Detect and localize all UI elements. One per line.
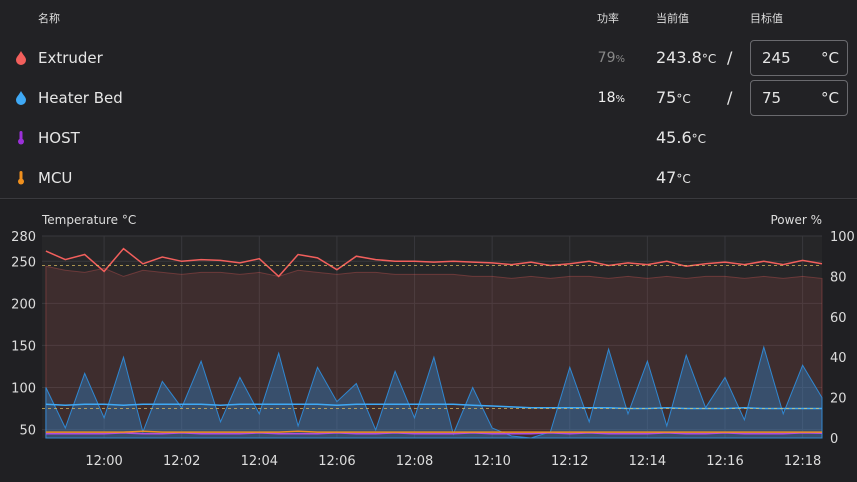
y2-tick-label: 80 xyxy=(830,270,847,285)
current-unit: °C xyxy=(676,92,691,106)
y-tick-label: 150 xyxy=(11,339,36,354)
y-axis-label: Temperature °C xyxy=(41,213,136,227)
current-value: 47 xyxy=(656,168,677,187)
x-tick-label: 12:06 xyxy=(318,454,355,469)
target-input[interactable]: 245 °C xyxy=(750,40,848,76)
header-cell: 名称 xyxy=(38,12,60,25)
table-row: Extruder 79% 243.8°C/245 °C xyxy=(0,38,857,79)
power-area xyxy=(45,345,823,439)
current-value: 243.8 xyxy=(656,48,702,67)
y-tick-label: 100 xyxy=(11,382,36,397)
sensor-name: Extruder xyxy=(38,49,103,67)
x-tick-label: 12:02 xyxy=(163,454,200,469)
x-tick-label: 12:00 xyxy=(85,454,122,469)
table-row: MCU 47°C xyxy=(0,158,857,199)
power: 79% xyxy=(598,38,625,80)
x-tick-label: 12:08 xyxy=(396,454,433,469)
current-value: 45.6 xyxy=(656,128,692,147)
target-value: 75 xyxy=(762,89,782,107)
sensor-icon xyxy=(18,131,24,145)
header-cell: 当前值 xyxy=(656,12,689,25)
x-tick-label: 12:16 xyxy=(706,454,743,469)
y-tick-label: 250 xyxy=(11,255,36,270)
y2-axis-label: Power % xyxy=(771,213,823,227)
y2-tick-label: 40 xyxy=(830,351,847,366)
current-value: 75 xyxy=(656,88,677,107)
target-unit: °C xyxy=(821,89,839,107)
x-tick-label: 12:04 xyxy=(241,454,278,469)
y2-tick-label: 60 xyxy=(830,311,847,326)
current: 75°C xyxy=(656,78,691,119)
sensor-name: HOST xyxy=(38,129,80,147)
power-value: 18 xyxy=(597,90,616,106)
target-value: 245 xyxy=(762,49,791,67)
power-unit: % xyxy=(615,54,625,65)
current-unit: °C xyxy=(691,132,707,146)
table-header: 名称 功率 当前值 目标值 xyxy=(0,0,857,39)
target-unit: °C xyxy=(821,49,839,67)
sensor-icon xyxy=(18,171,24,185)
x-tick-label: 12:10 xyxy=(473,454,510,469)
x-tick-label: 12:14 xyxy=(629,454,666,469)
table-row: Heater Bed 18% 75°C/75 °C xyxy=(0,78,857,119)
x-tick-label: 12:18 xyxy=(784,454,821,469)
header-cell: 目标值 xyxy=(750,12,783,25)
x-tick-label: 12:12 xyxy=(551,454,588,469)
y-tick-label: 200 xyxy=(11,297,36,312)
current: 47°C xyxy=(656,158,691,199)
power-value: 79 xyxy=(597,50,616,66)
y-tick-label: 280 xyxy=(11,230,36,245)
current: 243.8°C xyxy=(656,38,716,79)
separator: / xyxy=(727,88,733,107)
table-row: HOST 45.6°C xyxy=(0,118,857,159)
y-tick-label: 50 xyxy=(19,424,36,439)
temperature-line xyxy=(45,432,823,435)
sensor-icon xyxy=(16,91,26,105)
current-unit: °C xyxy=(676,172,691,186)
y2-tick-label: 0 xyxy=(830,432,838,447)
separator: / xyxy=(727,48,733,67)
sensor-name: Heater Bed xyxy=(38,89,123,107)
sensor-icon xyxy=(16,51,26,65)
y2-tick-label: 100 xyxy=(830,230,855,245)
y2-tick-label: 20 xyxy=(830,392,847,407)
current: 45.6°C xyxy=(656,118,706,159)
power: 18% xyxy=(598,78,625,120)
sensor-name: MCU xyxy=(38,169,73,187)
target-input[interactable]: 75 °C xyxy=(750,80,848,116)
temperature-line xyxy=(45,430,822,433)
header-cell: 功率 xyxy=(597,12,619,25)
chart: Temperature °C Power % 50100150200250280… xyxy=(0,200,857,482)
power-area xyxy=(45,265,823,439)
current-unit: °C xyxy=(701,52,717,66)
power-unit: % xyxy=(615,94,625,105)
